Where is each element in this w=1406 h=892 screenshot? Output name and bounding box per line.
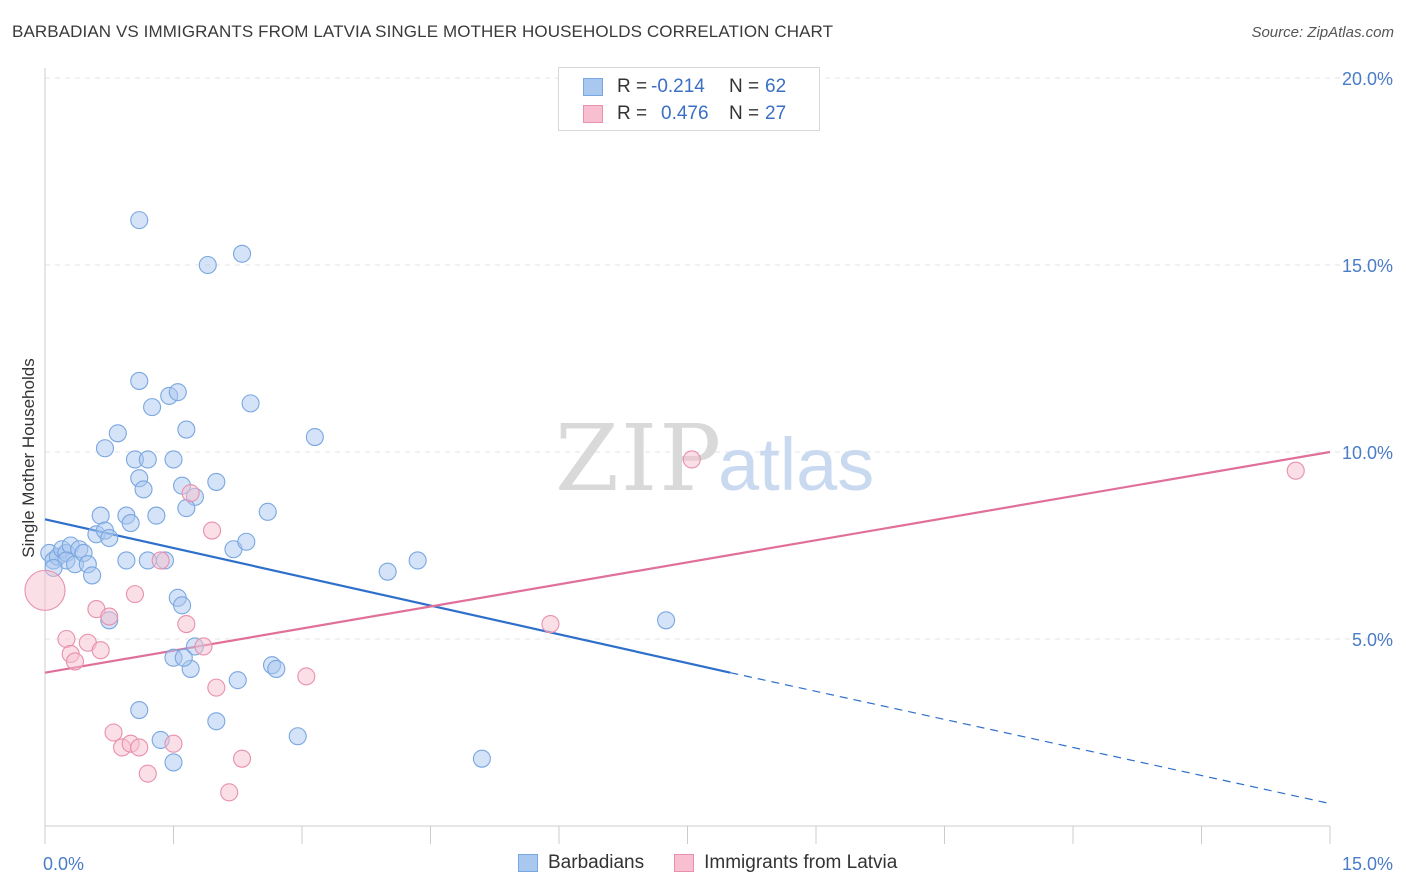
data-point xyxy=(91,641,110,660)
data-point xyxy=(147,506,166,525)
grid-lines xyxy=(45,77,1392,640)
legend-swatch-barbadians xyxy=(583,78,603,96)
data-point xyxy=(378,562,397,581)
data-point xyxy=(104,723,123,742)
data-point xyxy=(95,439,115,458)
trend-line-barbadians xyxy=(44,518,731,674)
data-point xyxy=(173,596,192,615)
data-point xyxy=(232,244,252,263)
tick-labels: 5.0% 10.0% 15.0% 20.0% 0.0% 15.0% xyxy=(43,69,1393,874)
source-credit: Source: ZipAtlas.com xyxy=(1251,24,1394,41)
data-point xyxy=(198,255,217,275)
data-point xyxy=(203,521,222,540)
bottom-legend: Barbadians Immigrants from Latvia xyxy=(518,852,927,874)
data-point xyxy=(288,727,307,746)
watermark-atlas: atlas xyxy=(718,423,874,506)
legend-r-value: -0.214 xyxy=(651,76,705,97)
data-point xyxy=(121,514,140,533)
bottom-legend-barbadians: Barbadians xyxy=(518,852,644,874)
data-point xyxy=(181,484,200,503)
data-point xyxy=(174,648,193,667)
y-tick-label: 10.0% xyxy=(1342,443,1393,463)
data-point xyxy=(117,551,136,570)
bottom-legend-swatch-latvia xyxy=(674,854,695,872)
data-point xyxy=(682,450,701,469)
data-point xyxy=(177,614,196,634)
data-point xyxy=(143,398,162,417)
data-point xyxy=(177,420,196,439)
data-point xyxy=(100,528,119,548)
legend-r-value: 0.476 xyxy=(661,103,709,124)
data-point xyxy=(100,607,119,626)
data-point xyxy=(220,783,239,802)
data-point xyxy=(194,637,213,656)
data-point xyxy=(130,211,149,230)
trend-line-barbadians-projection xyxy=(730,672,1331,805)
legend-row-latvia: R = 0.476 N = 27 xyxy=(583,101,786,127)
data-point xyxy=(267,659,286,678)
data-point xyxy=(164,734,183,753)
y-axis-label: Single Mother Households xyxy=(19,358,38,557)
data-point xyxy=(125,585,144,604)
data-point xyxy=(228,671,247,690)
watermark: ZIP atlas xyxy=(555,405,874,512)
y-tick-label: 20.0% xyxy=(1342,69,1393,89)
y-tick-label: 5.0% xyxy=(1352,630,1393,650)
legend-n-value: 27 xyxy=(765,103,787,124)
data-point xyxy=(138,764,157,783)
data-point xyxy=(168,383,187,402)
legend-r-label: R = xyxy=(617,103,648,124)
legend-n-value: 62 xyxy=(765,76,787,97)
data-point xyxy=(305,427,324,447)
data-point xyxy=(237,532,256,551)
data-point xyxy=(164,450,183,469)
bottom-legend-swatch-barbadians xyxy=(518,854,538,872)
legend-r-label: R = xyxy=(617,76,648,97)
data-point xyxy=(241,394,260,413)
x-tick-label: 15.0% xyxy=(1342,854,1393,874)
data-point xyxy=(541,614,560,634)
axes xyxy=(44,68,1331,844)
data-point xyxy=(138,450,157,469)
data-points xyxy=(24,211,1305,802)
data-point xyxy=(177,499,196,518)
trend-lines xyxy=(44,450,1331,805)
data-point xyxy=(232,749,252,768)
data-point xyxy=(207,712,226,731)
data-point xyxy=(24,569,66,611)
data-point xyxy=(108,424,127,443)
data-point xyxy=(130,371,149,390)
data-point xyxy=(297,667,316,686)
data-point xyxy=(472,749,491,768)
legend-n-label: N = xyxy=(729,103,760,124)
data-point xyxy=(130,738,149,757)
data-point xyxy=(91,506,110,525)
legend-swatch-latvia xyxy=(583,105,603,123)
bottom-legend-latvia: Immigrants from Latvia xyxy=(674,852,897,874)
data-point xyxy=(258,502,277,521)
data-point xyxy=(207,472,226,491)
legend: R = -0.214 N = 62 R = 0.476 N = 27 xyxy=(558,67,820,131)
data-point xyxy=(130,701,149,720)
data-point xyxy=(83,566,102,585)
legend-n-label: N = xyxy=(729,76,760,97)
x-tick-label: 0.0% xyxy=(43,854,84,874)
bottom-legend-label: Immigrants from Latvia xyxy=(704,852,898,873)
data-point xyxy=(657,611,676,630)
data-point xyxy=(164,753,183,772)
data-point xyxy=(151,551,170,570)
trend-line-latvia xyxy=(44,450,1331,674)
data-point xyxy=(207,678,226,697)
bottom-legend-label: Barbadians xyxy=(548,852,645,873)
data-point xyxy=(134,480,153,499)
chart-title: BARBADIAN VS IMMIGRANTS FROM LATVIA SING… xyxy=(12,22,834,41)
legend-row-barbadians: R = -0.214 N = 62 xyxy=(583,74,786,100)
data-point xyxy=(1286,461,1305,480)
data-point xyxy=(57,629,76,649)
data-point xyxy=(65,652,85,671)
y-tick-label: 15.0% xyxy=(1342,256,1393,276)
data-point xyxy=(408,551,427,570)
